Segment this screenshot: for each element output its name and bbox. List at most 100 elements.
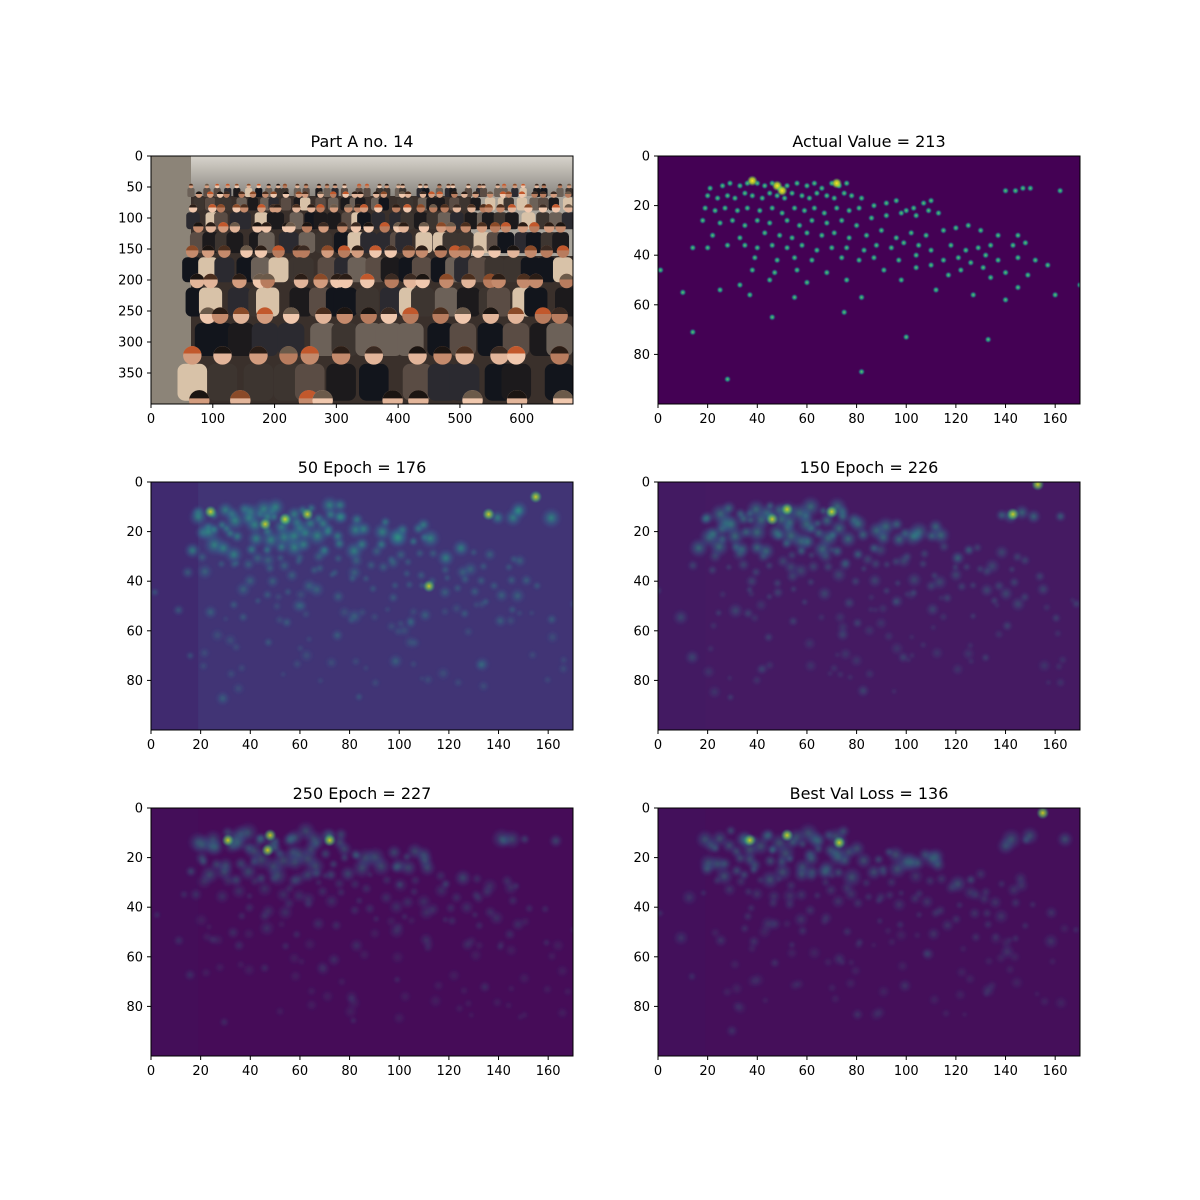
density-blob bbox=[967, 657, 975, 666]
density-point bbox=[855, 256, 864, 265]
density-point bbox=[740, 189, 749, 198]
density-blob bbox=[926, 926, 941, 942]
density-blob bbox=[725, 825, 737, 837]
density-point bbox=[735, 181, 744, 190]
density-blob bbox=[775, 875, 783, 884]
density-blob bbox=[332, 497, 348, 513]
density-blob bbox=[995, 952, 1007, 964]
density-point bbox=[986, 273, 995, 282]
density-blob bbox=[905, 588, 918, 601]
density-point bbox=[1013, 253, 1022, 262]
density-blob bbox=[330, 628, 344, 642]
density-point bbox=[845, 206, 854, 215]
density-blob bbox=[782, 918, 792, 929]
density-blob bbox=[305, 998, 318, 1012]
density-blob bbox=[935, 872, 948, 886]
x-tick-label: 120 bbox=[943, 738, 968, 753]
density-blob bbox=[1021, 921, 1030, 930]
density-point bbox=[706, 184, 715, 193]
density-blob bbox=[925, 602, 940, 617]
density-blob bbox=[172, 604, 185, 617]
density-point bbox=[788, 189, 797, 198]
density-point bbox=[892, 196, 901, 205]
density-blob bbox=[280, 671, 287, 678]
density-hotspot bbox=[825, 505, 839, 519]
density-blob bbox=[889, 517, 904, 532]
density-point bbox=[822, 268, 831, 277]
density-blob bbox=[851, 548, 865, 561]
density-blob bbox=[404, 614, 418, 627]
x-tick-label: 80 bbox=[848, 1064, 865, 1079]
density-blob bbox=[350, 656, 361, 667]
density-blob bbox=[974, 867, 988, 881]
density-blob bbox=[869, 1007, 884, 1022]
density-blob bbox=[712, 876, 722, 886]
density-blob bbox=[755, 875, 765, 885]
x-tick-label: 40 bbox=[749, 1064, 766, 1079]
density-point bbox=[855, 204, 864, 213]
density-blob bbox=[277, 558, 292, 573]
density-blob bbox=[327, 952, 341, 967]
density-blob bbox=[895, 920, 905, 930]
density-point bbox=[765, 189, 774, 198]
density-blob bbox=[343, 1004, 358, 1019]
density-blob bbox=[543, 675, 552, 685]
density-blob bbox=[363, 902, 376, 915]
density-blob bbox=[830, 893, 846, 909]
density-point bbox=[765, 218, 774, 227]
density-point bbox=[783, 243, 792, 252]
panel-title: Best Val Loss = 136 bbox=[790, 784, 949, 803]
density-blob bbox=[928, 993, 941, 1006]
density-blob bbox=[772, 586, 784, 599]
y-tick-label: 20 bbox=[633, 525, 650, 540]
density-blob bbox=[388, 898, 405, 915]
density-point bbox=[740, 241, 749, 250]
density-point bbox=[976, 226, 985, 235]
density-blob bbox=[198, 660, 209, 672]
y-tick-label: 40 bbox=[633, 249, 650, 264]
density-blob bbox=[684, 649, 700, 665]
density-blob bbox=[414, 548, 425, 559]
density-blob bbox=[874, 616, 888, 630]
density-blob bbox=[546, 951, 558, 962]
density-point bbox=[698, 216, 707, 225]
density-point bbox=[956, 266, 965, 275]
density-blob bbox=[303, 899, 314, 910]
density-blob bbox=[235, 581, 252, 598]
x-tick-label: 0 bbox=[147, 738, 155, 753]
density-blob bbox=[757, 924, 772, 940]
density-blob bbox=[699, 889, 708, 897]
density-blob bbox=[453, 868, 472, 887]
density-hotspot bbox=[1031, 482, 1045, 491]
density-blob bbox=[733, 1000, 748, 1015]
density-point bbox=[798, 191, 806, 200]
density-blob bbox=[1006, 936, 1014, 944]
density-blob bbox=[806, 577, 816, 587]
x-tick-label: 160 bbox=[1043, 738, 1068, 753]
density-blob bbox=[970, 931, 982, 943]
y-tick-label: 40 bbox=[633, 575, 650, 590]
density-blob bbox=[783, 898, 796, 911]
density-blob bbox=[968, 906, 982, 920]
density-blob bbox=[922, 947, 936, 961]
density-point bbox=[830, 228, 839, 237]
density-blob bbox=[955, 901, 964, 910]
density-blob bbox=[488, 910, 505, 926]
x-tick-label: 100 bbox=[894, 738, 919, 753]
density-blob bbox=[1008, 576, 1020, 588]
density-blob bbox=[362, 664, 370, 672]
density-point bbox=[730, 194, 739, 203]
density-blob bbox=[225, 668, 237, 680]
density-blob bbox=[1010, 897, 1022, 909]
density-blob bbox=[465, 935, 478, 947]
y-tick-label: 20 bbox=[126, 851, 143, 866]
density-blob bbox=[419, 527, 441, 549]
density-point bbox=[1001, 186, 1010, 195]
density-blob bbox=[198, 646, 211, 659]
density-point bbox=[1021, 238, 1030, 247]
y-tick-label: 80 bbox=[126, 1000, 143, 1015]
density-blob bbox=[876, 917, 884, 925]
density-point bbox=[1009, 241, 1017, 250]
density-blob bbox=[299, 648, 315, 663]
density-point bbox=[768, 313, 777, 322]
